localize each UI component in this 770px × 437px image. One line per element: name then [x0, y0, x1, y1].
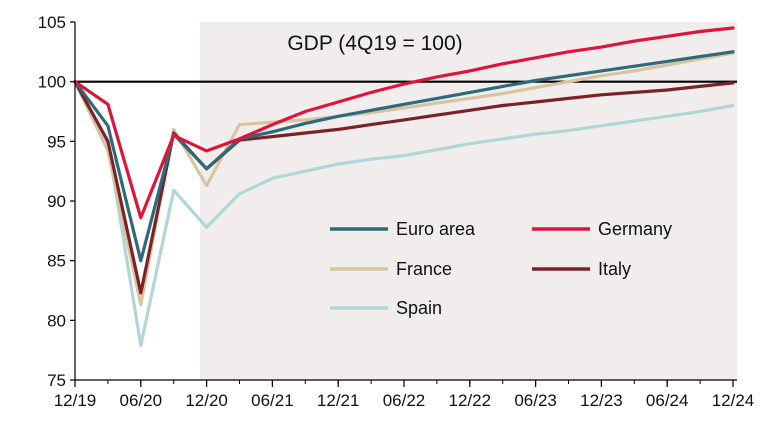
series-line-germany — [73, 26, 735, 220]
x-tick-label: 06/24 — [646, 391, 689, 410]
x-tick-label: 06/21 — [251, 391, 294, 410]
y-tick-label: 75 — [47, 371, 66, 390]
series-line-france — [73, 51, 735, 307]
legend-label-germany: Germany — [598, 219, 672, 239]
x-tick-label: 06/23 — [514, 391, 557, 410]
y-tick-label: 90 — [47, 192, 66, 211]
forecast-shading — [200, 22, 737, 380]
x-tick-label: 06/22 — [383, 391, 426, 410]
x-tick-label: 06/20 — [120, 391, 163, 410]
y-tick-label: 80 — [47, 311, 66, 330]
x-tick-label: 12/24 — [712, 391, 755, 410]
legend-label-euro-area: Euro area — [396, 219, 476, 239]
series-line-spain — [73, 80, 735, 347]
y-tick-label: 100 — [38, 73, 66, 92]
x-tick-label: 12/19 — [54, 391, 97, 410]
chart-title: GDP (4Q19 = 100) — [287, 32, 462, 55]
y-tick-label: 95 — [47, 132, 66, 151]
series-line-euro-area — [73, 50, 735, 263]
x-tick-label: 12/23 — [580, 391, 623, 410]
legend-label-spain: Spain — [396, 298, 442, 318]
legend-label-france: France — [396, 259, 452, 279]
legend-label-italy: Italy — [598, 259, 631, 279]
y-tick-label: 105 — [38, 13, 66, 32]
x-tick-label: 12/20 — [185, 391, 228, 410]
x-tick-label: 12/21 — [317, 391, 360, 410]
y-tick-label: 85 — [47, 252, 66, 271]
x-tick-label: 12/22 — [449, 391, 492, 410]
